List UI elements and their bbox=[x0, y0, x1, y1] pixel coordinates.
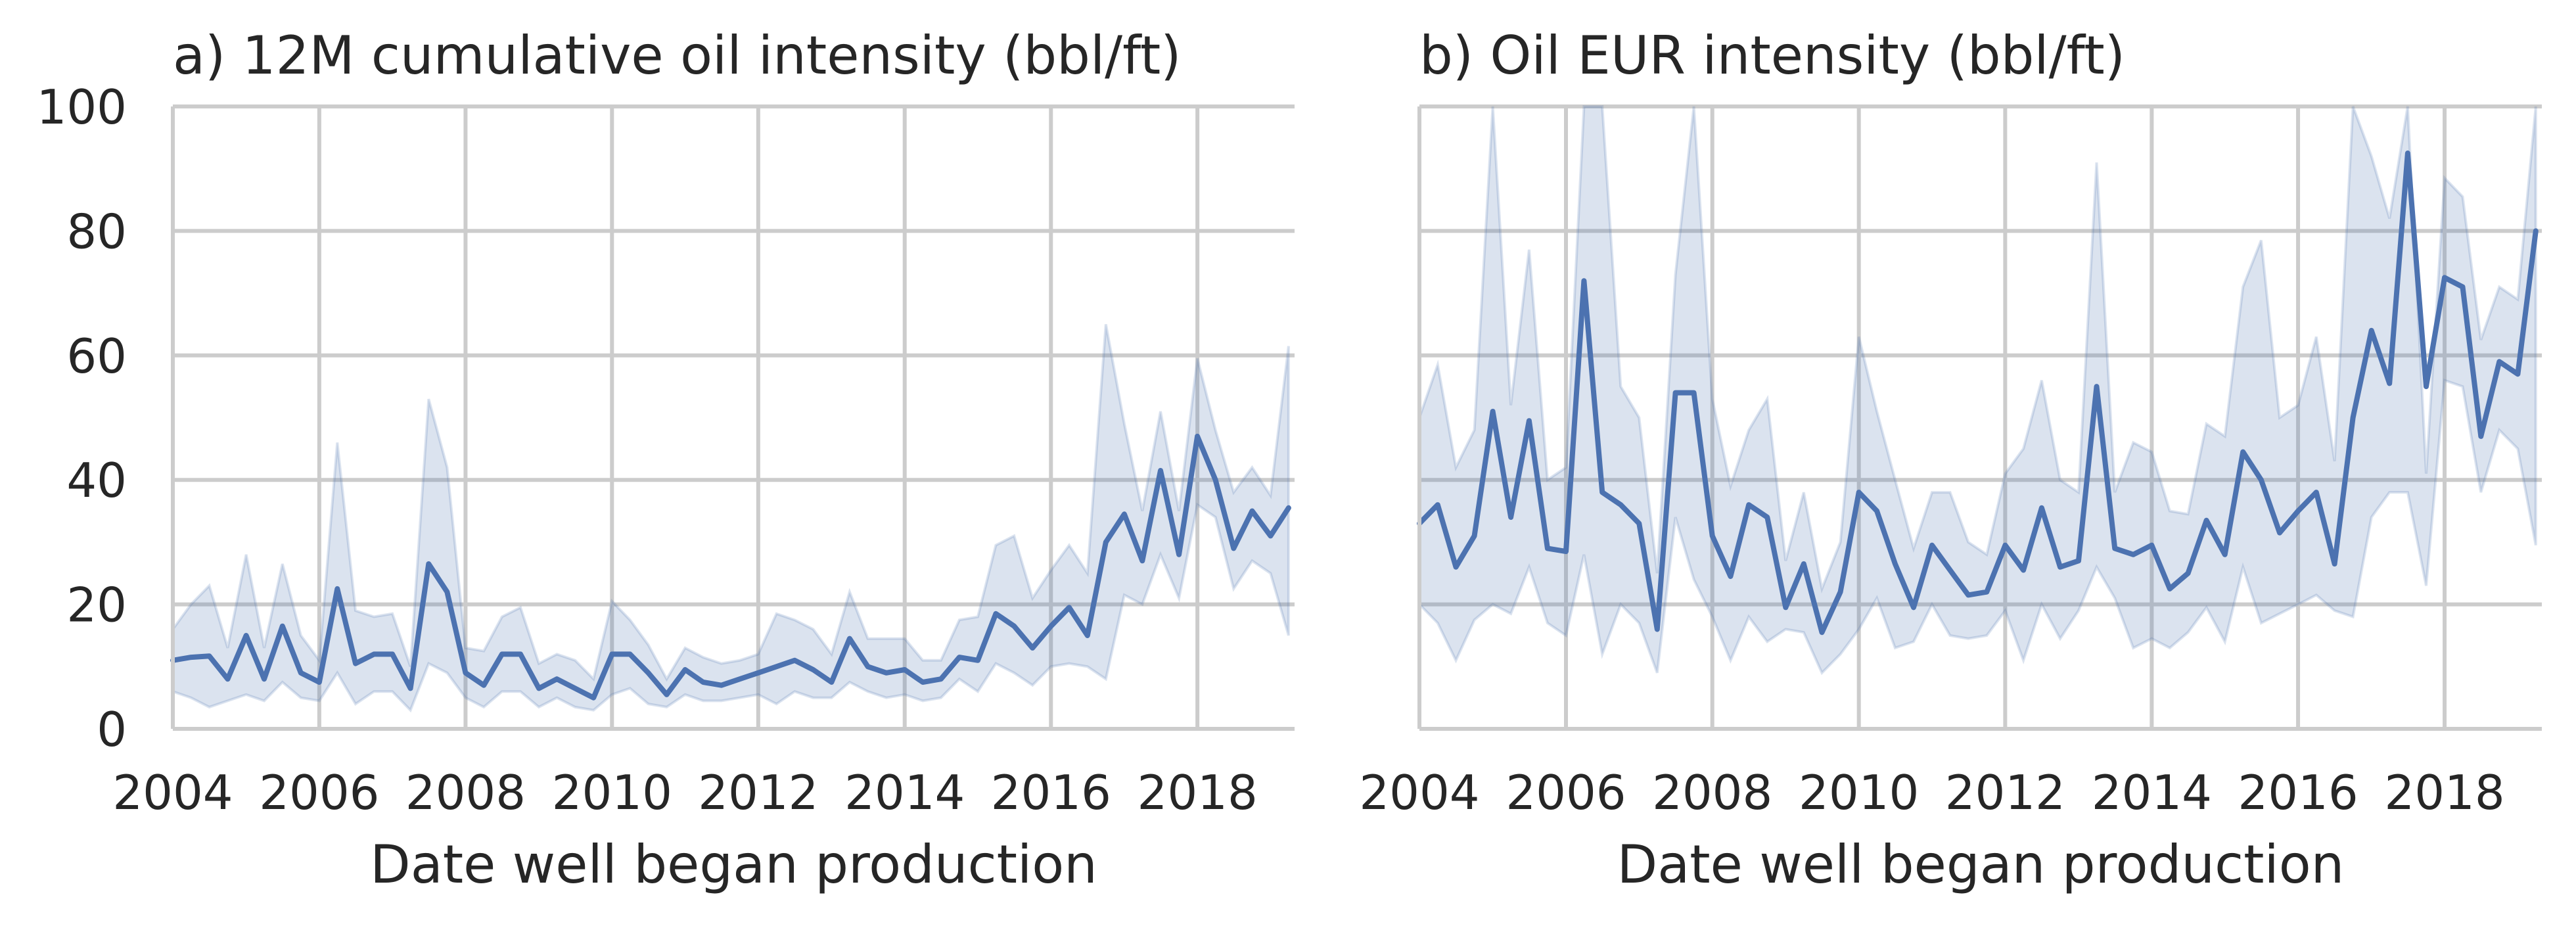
x-tick-label: 2014 bbox=[844, 765, 965, 820]
panel-a-title: a) 12M cumulative oil intensity (bbl/ft) bbox=[173, 25, 1181, 86]
panel-a-mean-line bbox=[170, 433, 1291, 701]
x-tick-label: 2008 bbox=[1652, 765, 1772, 820]
x-tick-label: 2006 bbox=[1506, 765, 1626, 820]
y-tick-label: 0 bbox=[97, 702, 127, 757]
panel-b-tick-labels: 2004 2006 2008 2010 2012 2014 2016 2018 bbox=[1359, 765, 2504, 820]
x-tick-label: 2006 bbox=[259, 765, 379, 820]
panel-b-x-axis-label: Date well began production bbox=[1617, 834, 2345, 895]
y-tick-label: 80 bbox=[66, 204, 127, 259]
y-tick-label: 100 bbox=[37, 80, 127, 135]
x-tick-label: 2014 bbox=[2092, 765, 2212, 820]
x-tick-label: 2010 bbox=[552, 765, 672, 820]
x-tick-label: 2012 bbox=[698, 765, 818, 820]
panel-a-tick-labels: 2004 2006 2008 2010 2012 2014 2016 2018 0 20 40 60 8… bbox=[37, 80, 1258, 820]
panel-b: 2004 2006 2008 2010 2012 2014 2016 2018 b) Oil … bbox=[1359, 25, 2542, 895]
panel-b-grid bbox=[1417, 104, 2542, 729]
panel-b-mean-line bbox=[1417, 150, 2539, 636]
x-tick-label: 2004 bbox=[1359, 765, 1479, 820]
panel-a: 2004 2006 2008 2010 2012 2014 2016 2018 0 20 40 60 8… bbox=[37, 25, 1295, 895]
x-tick-label: 2004 bbox=[112, 765, 233, 820]
x-tick-label: 2016 bbox=[2238, 765, 2358, 820]
y-tick-label: 20 bbox=[66, 578, 127, 633]
panel-a-grid bbox=[171, 104, 1295, 729]
x-tick-label: 2018 bbox=[2384, 765, 2504, 820]
panel-a-x-axis-label: Date well began production bbox=[370, 834, 1097, 895]
y-tick-label: 60 bbox=[66, 329, 127, 384]
x-tick-label: 2016 bbox=[991, 765, 1111, 820]
panel-b-title: b) Oil EUR intensity (bbl/ft) bbox=[1419, 25, 2125, 86]
x-tick-label: 2008 bbox=[405, 765, 526, 820]
x-tick-label: 2010 bbox=[1799, 765, 1919, 820]
x-tick-label: 2018 bbox=[1138, 765, 1258, 820]
y-tick-label: 40 bbox=[66, 453, 127, 508]
x-tick-label: 2012 bbox=[1945, 765, 2065, 820]
panel-b-confidence-band bbox=[1418, 105, 2537, 676]
